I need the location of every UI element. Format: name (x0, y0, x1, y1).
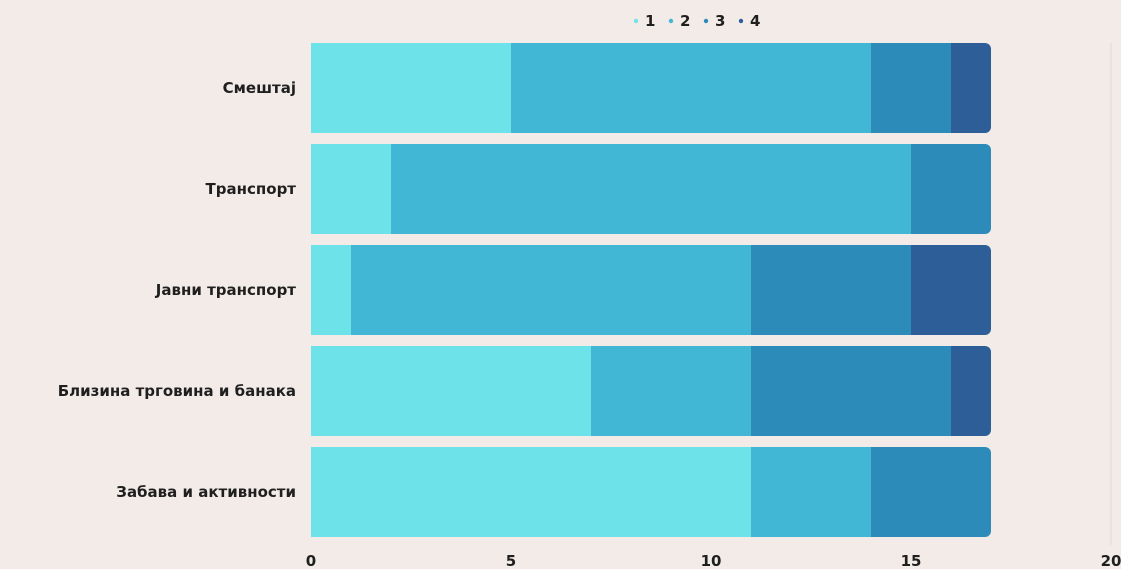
x-tick-label: 15 (901, 552, 922, 569)
bar-segment-series-3 (871, 447, 991, 537)
category-label: Забава и активности (116, 483, 296, 501)
legend-label: 4 (750, 12, 760, 30)
x-tick-label: 20 (1101, 552, 1121, 569)
bar-segment-series-3 (751, 245, 911, 335)
bar-row (311, 447, 991, 537)
bar-segment-series-4 (951, 43, 991, 133)
bar-segment-series-2 (751, 447, 871, 537)
legend-label: 2 (680, 12, 690, 30)
bar-segment-series-1 (311, 447, 751, 537)
bar-segment-series-3 (871, 43, 951, 133)
bar-segment-series-1 (311, 43, 511, 133)
category-label: Транспорт (206, 180, 297, 198)
bar-row (311, 43, 991, 133)
bar-segment-series-1 (311, 245, 351, 335)
bar-row (311, 144, 991, 234)
bar-segment-series-2 (391, 144, 911, 234)
legend-label: 1 (645, 12, 655, 30)
bar-segment-series-3 (911, 144, 991, 234)
bar-segment-series-4 (951, 346, 991, 436)
legend-swatch (738, 18, 744, 24)
bars (311, 43, 991, 537)
category-label: Јавни транспорт (155, 281, 297, 299)
bar-segment-series-2 (351, 245, 751, 335)
bar-segment-series-4 (911, 245, 991, 335)
bar-segment-series-2 (511, 43, 871, 133)
legend-swatch (633, 18, 639, 24)
category-label: Близина трговина и банака (58, 382, 296, 400)
x-tick-label: 0 (306, 552, 316, 569)
category-label: Смештај (223, 79, 296, 97)
bar-segment-series-1 (311, 346, 591, 436)
category-labels: Смештај Транспорт Јавни транспорт Близина т… (58, 79, 297, 501)
x-axis-ticks: 0 5 10 15 20 (306, 43, 1121, 569)
bar-segment-series-1 (311, 144, 391, 234)
x-tick-label: 5 (506, 552, 516, 569)
legend: 1 2 3 4 (633, 12, 760, 30)
bar-segment-series-3 (751, 346, 951, 436)
legend-swatch (668, 18, 674, 24)
bar-segment-series-2 (591, 346, 751, 436)
x-tick-label: 10 (701, 552, 722, 569)
bar-row (311, 346, 991, 436)
bar-row (311, 245, 991, 335)
legend-label: 3 (715, 12, 725, 30)
legend-swatch (703, 18, 709, 24)
